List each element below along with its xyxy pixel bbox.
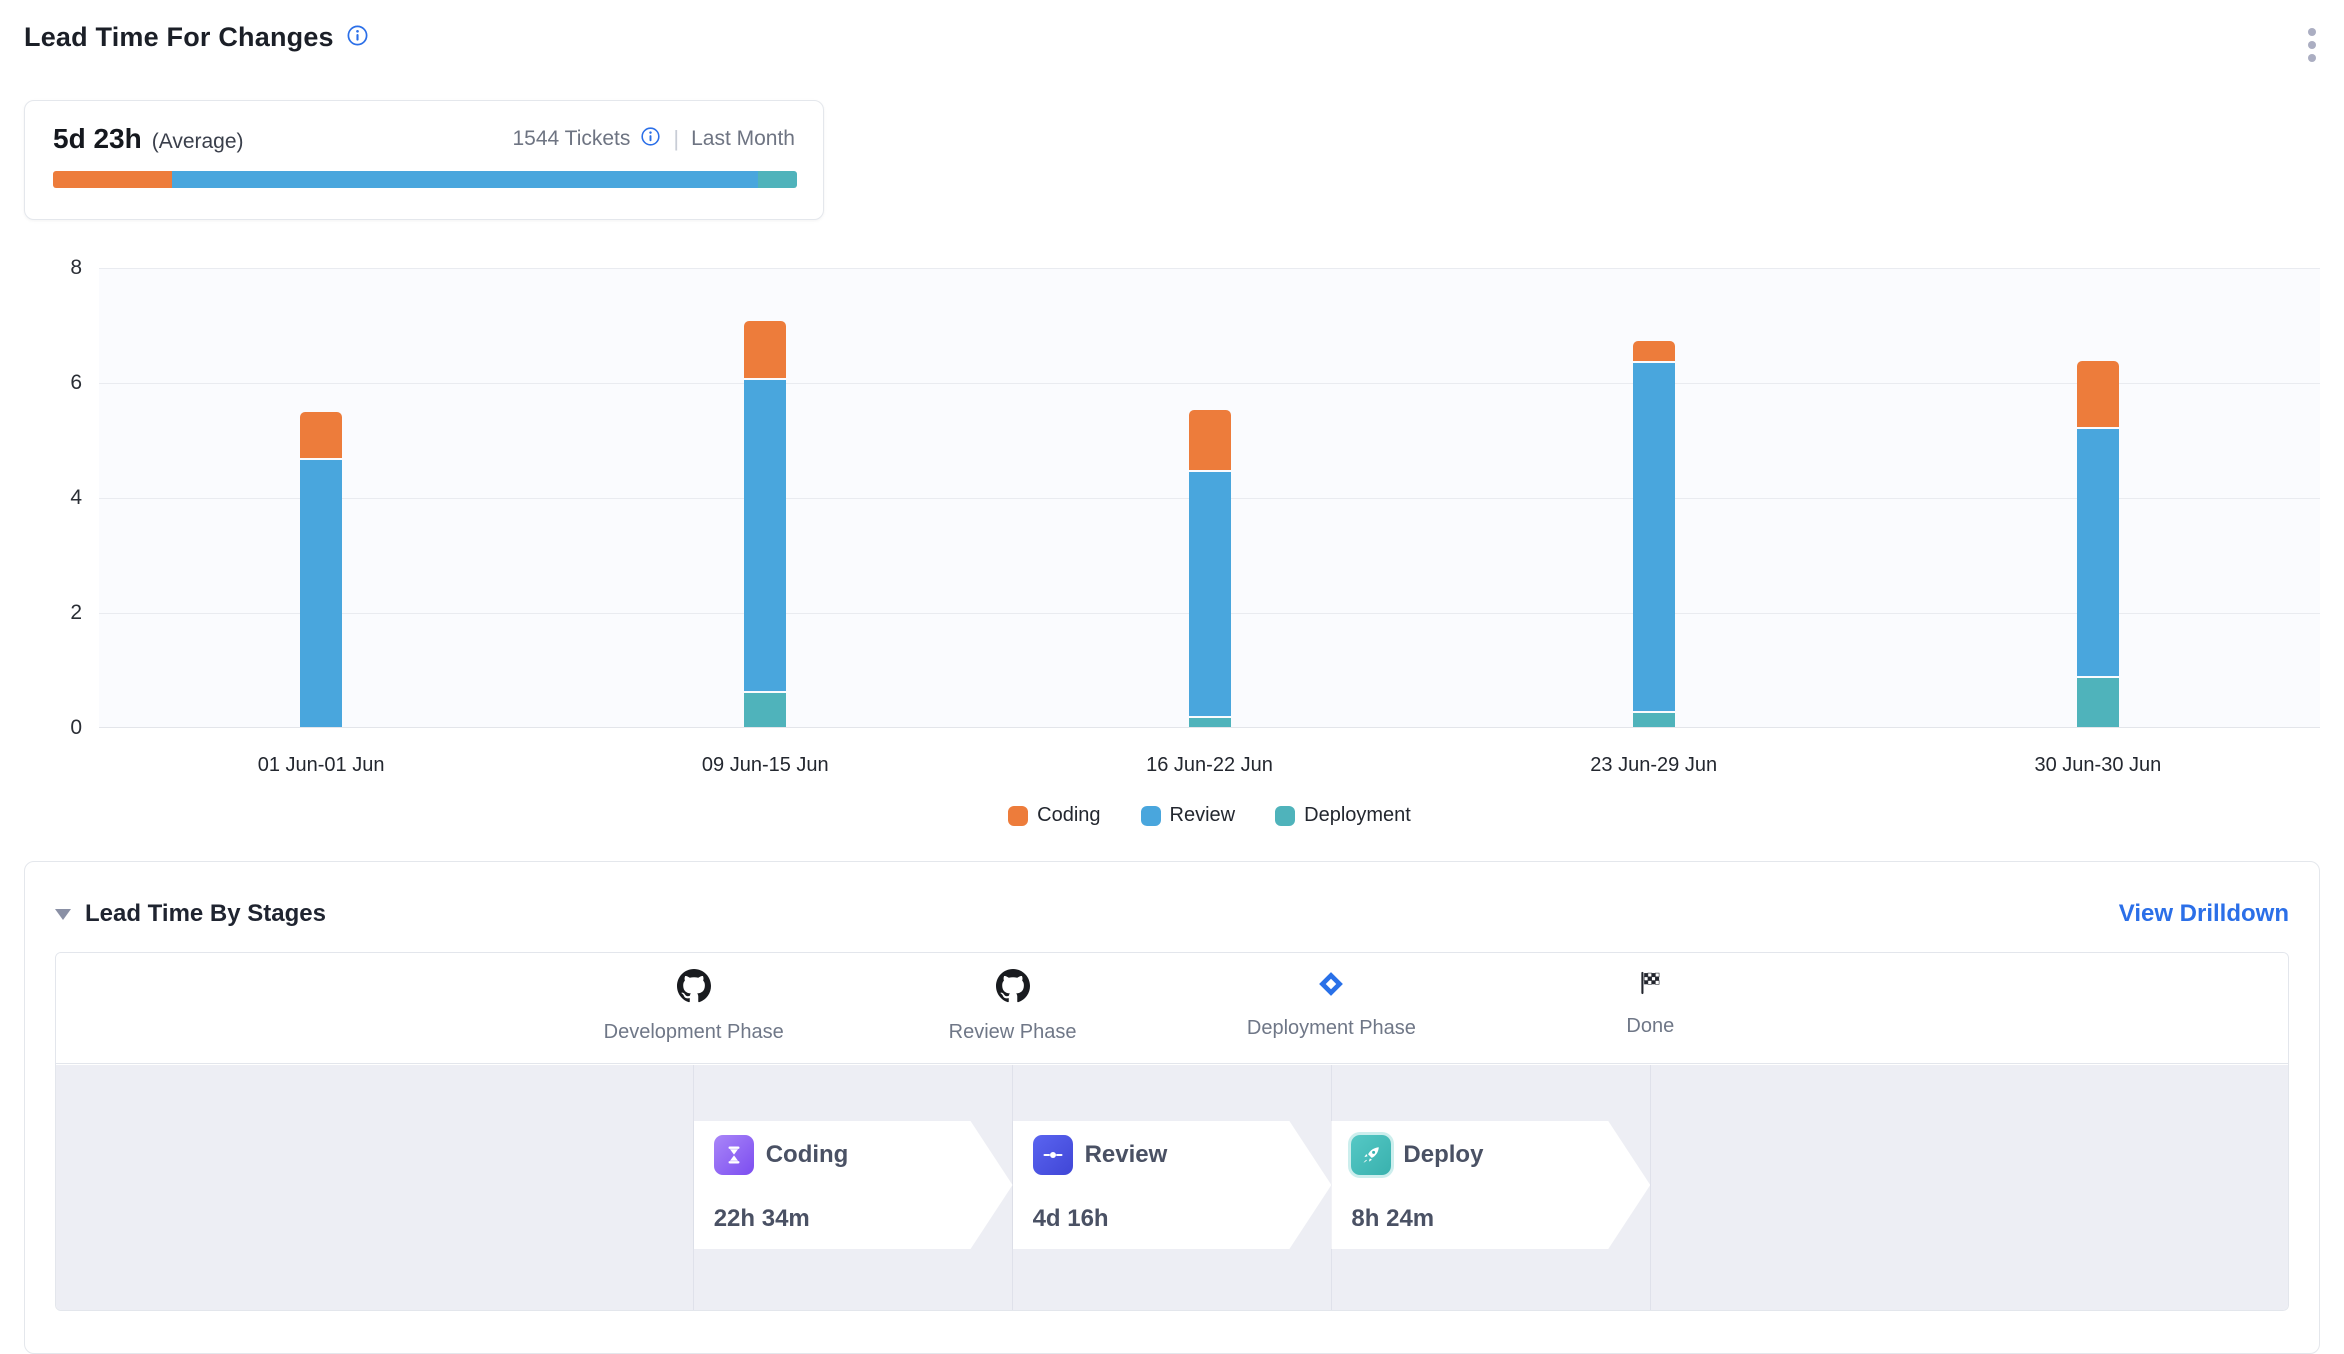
phase-deployment-phase: Deployment Phase <box>1201 969 1461 1040</box>
x-axis-label: 01 Jun-01 Jun <box>258 754 385 777</box>
bar-segment-coding <box>2077 361 2119 427</box>
collapse-triangle-icon[interactable] <box>55 909 71 920</box>
bar-segment-review <box>1189 472 1231 716</box>
rocket-icon <box>1351 1135 1391 1175</box>
chart-plot-area <box>99 268 2320 728</box>
bar-segment-deployment <box>1633 713 1675 727</box>
stage-duration: 4d 16h <box>1033 1205 1280 1233</box>
widget-header: Lead Time For Changes <box>24 22 2320 68</box>
stacked-bar-09-jun-15-jun[interactable] <box>744 321 786 728</box>
y-axis-tick: 8 <box>24 256 82 280</box>
legend-label: Review <box>1170 804 1236 827</box>
stage-name: Deploy <box>1403 1141 1483 1169</box>
legend-chip <box>1141 806 1161 826</box>
bar-segment-review <box>2077 429 2119 676</box>
column-divider <box>1650 1065 1651 1310</box>
view-drilldown-link[interactable]: View Drilldown <box>2119 900 2289 928</box>
github-icon <box>996 969 1030 1008</box>
legend-label: Coding <box>1037 804 1100 827</box>
legend-item-deployment[interactable]: Deployment <box>1275 804 1411 827</box>
legend-chip <box>1008 806 1028 826</box>
stage-card-coding[interactable]: Coding 22h 34m <box>694 1121 1013 1249</box>
gridline <box>99 268 2320 269</box>
separator: | <box>671 126 681 152</box>
y-axis-tick: 2 <box>24 601 82 625</box>
bar-segment-deployment <box>1189 718 1231 727</box>
stacked-bar-23-jun-29-jun[interactable] <box>1633 341 1675 727</box>
bar-segment-coding <box>744 321 786 379</box>
bar-segment-coding <box>1633 341 1675 361</box>
phase-done: Done <box>1520 969 1780 1038</box>
legend-item-coding[interactable]: Coding <box>1008 804 1100 827</box>
summary-bar-segment-coding <box>53 171 172 188</box>
stage-card-deploy[interactable]: Deploy 8h 24m <box>1331 1121 1650 1249</box>
summary-bar-segment-review <box>172 171 758 188</box>
stacked-bar-30-jun-30-jun[interactable] <box>2077 361 2119 727</box>
bar-segment-review <box>300 460 342 727</box>
stages-panel-title: Lead Time By Stages <box>85 900 326 928</box>
phase-label: Review Phase <box>949 1021 1077 1044</box>
average-label: (Average) <box>152 130 244 154</box>
average-value: 5d 23h <box>53 123 142 155</box>
x-axis-label: 30 Jun-30 Jun <box>2035 754 2162 777</box>
x-axis-label: 09 Jun-15 Jun <box>702 754 829 777</box>
stacked-bar-01-jun-01-jun[interactable] <box>300 412 342 727</box>
summary-card: 5d 23h (Average) 1544 Tickets | Last Mon… <box>24 100 824 220</box>
commit-icon <box>1033 1135 1073 1175</box>
bar-segment-deployment <box>2077 678 2119 727</box>
phase-development-phase: Development Phase <box>564 969 824 1044</box>
title-info-icon[interactable] <box>346 24 369 52</box>
stacked-bar-16-jun-22-jun[interactable] <box>1189 410 1231 727</box>
period-label: Last Month <box>691 127 795 151</box>
stage-table: Development Phase Review Phase Deployment … <box>55 952 2289 1311</box>
legend-label: Deployment <box>1304 804 1411 827</box>
bar-segment-coding <box>1189 410 1231 470</box>
phase-review-phase: Review Phase <box>883 969 1143 1044</box>
bar-segment-review <box>1633 363 1675 711</box>
chart-legend: Coding Review Deployment <box>99 804 2320 827</box>
hourglass-icon <box>714 1135 754 1175</box>
bar-segment-review <box>744 380 786 691</box>
phase-label: Development Phase <box>604 1021 784 1044</box>
gridline <box>99 383 2320 384</box>
phase-header-row: Development Phase Review Phase Deployment … <box>56 953 2288 1064</box>
bar-segment-deployment <box>744 693 786 728</box>
lead-time-chart: CodingReviewDeployment 0246801 Jun-01 Ju… <box>24 268 2320 840</box>
stage-name: Review <box>1085 1141 1168 1169</box>
stage-card-review[interactable]: Review 4d 16h <box>1013 1121 1332 1249</box>
bar-segment-coding <box>300 412 342 458</box>
y-axis-tick: 6 <box>24 371 82 395</box>
checkered-flag-icon <box>1636 969 1664 1002</box>
legend-chip <box>1275 806 1295 826</box>
tickets-count: 1544 Tickets <box>512 127 630 151</box>
lead-time-widget: Lead Time For Changes 5d 23h (Average) 1… <box>0 0 2344 1352</box>
page-title: Lead Time For Changes <box>24 22 334 53</box>
tickets-info-icon[interactable] <box>640 126 661 153</box>
x-axis-label: 23 Jun-29 Jun <box>1590 754 1717 777</box>
y-axis-tick: 0 <box>24 716 82 740</box>
y-axis-tick: 4 <box>24 486 82 510</box>
legend-item-review[interactable]: Review <box>1141 804 1236 827</box>
phase-label: Done <box>1626 1015 1674 1038</box>
x-axis-label: 16 Jun-22 Jun <box>1146 754 1273 777</box>
stage-duration: 22h 34m <box>714 1205 961 1233</box>
stage-duration: 8h 24m <box>1351 1205 1598 1233</box>
github-icon <box>677 969 711 1008</box>
diamond-icon <box>1316 969 1346 1004</box>
stage-body: Coding 22h 34m Review 4d 16h Deploy 8h 2… <box>56 1065 2288 1310</box>
stage-name: Coding <box>766 1141 849 1169</box>
summary-bar-segment-deployment <box>758 171 797 188</box>
summary-distribution-bar <box>53 171 797 188</box>
lead-time-by-stages-panel: Lead Time By Stages View Drilldown Devel… <box>24 861 2320 1354</box>
phase-label: Deployment Phase <box>1247 1017 1416 1040</box>
kebab-menu-icon[interactable] <box>2304 22 2320 68</box>
